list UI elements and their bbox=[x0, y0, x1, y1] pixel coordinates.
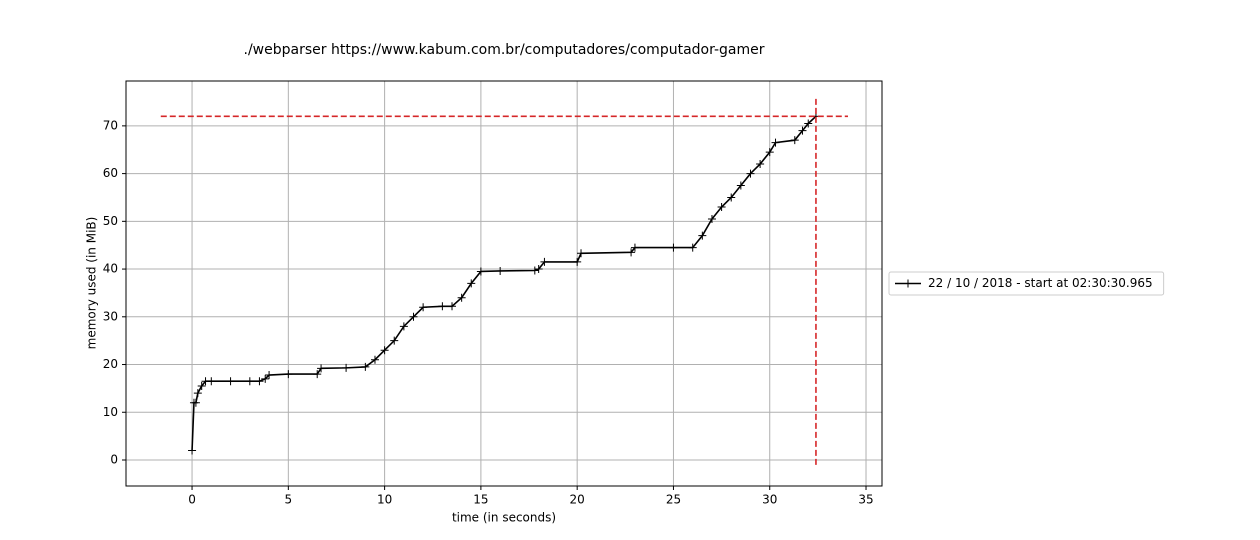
y-tick-label: 70 bbox=[103, 118, 118, 132]
point-marker bbox=[765, 148, 774, 157]
point-marker bbox=[534, 265, 543, 274]
point-marker bbox=[197, 382, 206, 391]
point-marker bbox=[188, 446, 197, 455]
point-marker bbox=[409, 312, 418, 321]
legend-marker bbox=[904, 279, 912, 288]
x-tick-label: 0 bbox=[188, 493, 196, 507]
point-marker bbox=[746, 169, 755, 178]
x-axis-label: time (in seconds) bbox=[452, 511, 556, 525]
point-marker bbox=[540, 257, 549, 266]
point-marker bbox=[717, 203, 726, 212]
series-line bbox=[191, 115, 817, 451]
chart-title: ./webparser https://www.kabum.com.br/com… bbox=[244, 42, 765, 58]
point-marker bbox=[707, 214, 716, 223]
point-marker bbox=[630, 243, 639, 252]
point-marker bbox=[380, 346, 389, 355]
point-marker bbox=[313, 370, 322, 379]
y-tick-label: 0 bbox=[110, 452, 118, 466]
point-marker bbox=[399, 322, 408, 331]
y-tick-label: 10 bbox=[103, 405, 118, 419]
point-marker bbox=[736, 181, 745, 190]
point-marker bbox=[317, 364, 326, 373]
point-marker bbox=[261, 374, 270, 383]
point-marker bbox=[284, 370, 293, 379]
x-tick-label: 15 bbox=[473, 493, 488, 507]
point-marker bbox=[756, 160, 765, 169]
point-marker bbox=[448, 302, 457, 311]
x-tick-label: 10 bbox=[377, 493, 392, 507]
point-marker bbox=[727, 193, 736, 202]
point-marker bbox=[798, 126, 807, 135]
y-tick-label: 40 bbox=[103, 262, 118, 276]
point-marker bbox=[361, 362, 370, 371]
point-marker bbox=[496, 266, 505, 275]
x-tick-label: 20 bbox=[570, 493, 585, 507]
point-marker bbox=[771, 138, 780, 147]
y-axis-label: memory used (in MiB) bbox=[85, 217, 99, 350]
point-marker bbox=[627, 248, 636, 257]
point-marker bbox=[476, 267, 485, 276]
point-marker bbox=[530, 266, 539, 275]
point-marker bbox=[790, 136, 799, 145]
point-marker bbox=[207, 377, 216, 386]
legend-box bbox=[888, 271, 1165, 296]
point-marker bbox=[438, 302, 447, 311]
point-marker bbox=[457, 293, 466, 302]
point-marker bbox=[669, 243, 678, 252]
point-marker bbox=[265, 371, 274, 380]
point-marker bbox=[193, 389, 202, 398]
legend-label: 22 / 10 / 2018 - start at 02:30:30.965 bbox=[928, 276, 1153, 290]
plot-frame bbox=[125, 80, 883, 487]
point-marker bbox=[370, 355, 379, 364]
point-marker bbox=[226, 377, 235, 386]
point-marker bbox=[577, 249, 586, 258]
point-marker bbox=[255, 377, 264, 386]
point-marker bbox=[688, 243, 697, 252]
x-tick-label: 5 bbox=[285, 493, 293, 507]
y-tick-label: 30 bbox=[103, 309, 118, 323]
point-marker bbox=[573, 257, 582, 266]
point-marker bbox=[804, 119, 813, 128]
y-tick-label: 20 bbox=[103, 357, 118, 371]
point-marker bbox=[467, 279, 476, 288]
point-marker bbox=[419, 303, 428, 312]
x-tick-label: 25 bbox=[666, 493, 681, 507]
x-tick-label: 30 bbox=[762, 493, 777, 507]
y-tick-label: 50 bbox=[103, 214, 118, 228]
x-tick-label: 35 bbox=[858, 493, 873, 507]
point-marker bbox=[698, 231, 707, 240]
point-marker bbox=[390, 336, 399, 345]
y-tick-label: 60 bbox=[103, 166, 118, 180]
point-marker bbox=[191, 398, 200, 407]
point-marker bbox=[245, 377, 254, 386]
point-marker bbox=[342, 363, 351, 372]
